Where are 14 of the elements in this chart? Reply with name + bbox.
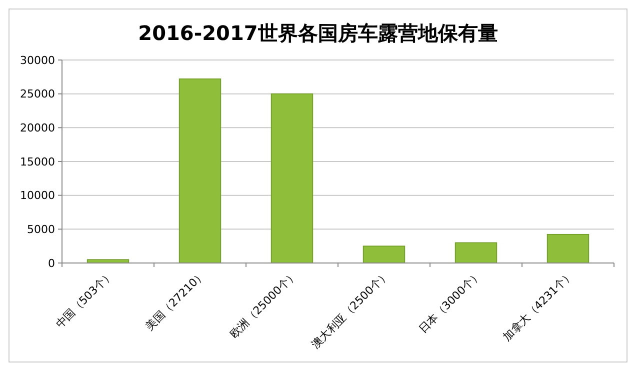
y-tick-label: 25000	[20, 88, 55, 101]
y-tick-label: 15000	[20, 155, 55, 168]
bar	[270, 93, 314, 264]
bar	[454, 242, 498, 264]
x-tick-label: 中国（503个）	[53, 268, 116, 331]
bar	[178, 78, 222, 264]
bar	[362, 246, 406, 264]
y-tick-label: 20000	[20, 122, 55, 135]
y-tick-label: 30000	[20, 54, 55, 67]
y-tick-label: 5000	[27, 223, 55, 236]
y-tick-label: 0	[48, 256, 55, 270]
chart-title: 2016-2017世界各国房车露营地保有量	[138, 21, 498, 45]
y-tick-label: 10000	[20, 189, 55, 202]
bar	[546, 234, 590, 264]
